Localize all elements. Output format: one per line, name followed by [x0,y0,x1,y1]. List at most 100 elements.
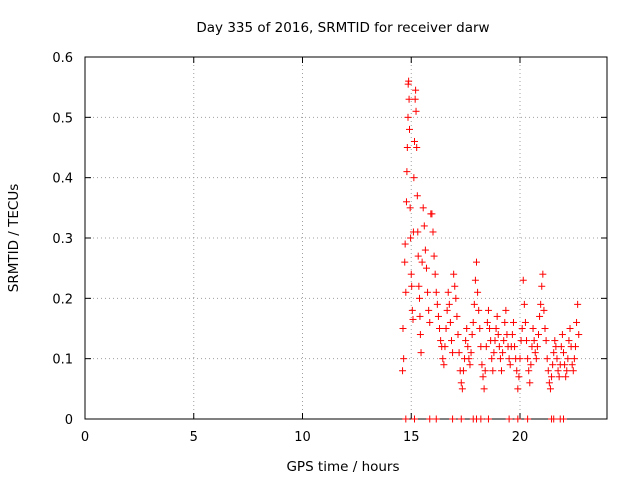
data-point [527,361,535,369]
data-point [451,282,459,290]
data-point [496,355,504,363]
data-point [476,325,484,332]
data-point [500,337,508,345]
data-point [424,288,432,296]
x-tick-label: 20 [512,430,529,445]
data-point [452,294,460,302]
data-point [575,331,583,339]
data-point [491,337,499,345]
data-point [468,331,476,339]
data-point [511,343,519,351]
data-point [480,385,488,393]
data-point [442,325,450,332]
data-point [484,306,492,314]
data-point [403,144,411,151]
data-point [489,367,497,375]
data-point [446,318,454,326]
data-point [449,349,457,357]
data-point [406,204,414,212]
data-point [410,174,418,182]
data-point [481,367,489,375]
data-point [444,288,452,296]
data-point [447,337,455,345]
y-tick-label: 0.3 [52,232,73,247]
data-point [502,306,510,314]
data-point [508,331,516,339]
data-point [483,318,491,326]
data-point [486,325,494,332]
data-point [441,343,449,351]
data-point [462,337,470,345]
data-point [429,228,437,236]
data-point [554,367,562,375]
data-point [463,325,471,332]
data-point [416,312,424,320]
data-point [564,355,572,363]
x-tick-label: 0 [81,430,89,445]
data-point [436,325,444,332]
baseline-marker [560,415,567,423]
data-point [409,315,417,323]
data-point [541,325,549,332]
x-tick-label: 15 [403,430,420,445]
data-point [469,318,477,326]
data-points [399,77,583,393]
data-point [416,331,424,339]
data-point [421,246,429,254]
data-point [399,367,407,375]
baseline-marker [432,415,440,423]
data-point [475,306,483,314]
y-axis-label: SRMTID / TECUs [6,184,22,292]
data-point [401,240,409,248]
data-point [407,234,415,242]
data-point [546,385,554,393]
data-point [402,288,410,296]
data-point [428,210,436,218]
data-point [430,252,438,260]
data-point [401,258,409,266]
data-point [521,318,529,326]
data-point [542,337,550,345]
data-point [455,349,463,357]
data-point [405,95,413,103]
data-point [553,355,561,363]
data-point [414,228,422,236]
data-point [534,331,542,339]
data-point [411,137,419,145]
data-point [569,367,577,375]
data-point [454,331,462,339]
data-point [532,355,540,363]
data-point [440,361,448,369]
data-point [524,355,532,363]
data-point [568,361,576,369]
data-point [536,312,544,320]
data-point [434,312,442,320]
data-point [431,270,439,278]
data-point [514,385,522,393]
data-point [513,367,521,375]
data-point [425,306,433,314]
data-point [544,367,552,375]
data-point [402,198,410,206]
data-point [415,282,423,290]
data-point [538,282,546,290]
baseline-marker [449,415,457,423]
data-point [561,361,569,369]
data-point [545,379,553,387]
y-tick-label: 0 [65,413,73,428]
data-point [523,337,531,345]
y-tick-label: 0.2 [52,292,73,307]
data-point [519,276,527,284]
y-tick-label: 0.1 [52,353,73,368]
data-point [488,355,496,363]
data-point [543,355,551,363]
data-point [399,325,407,332]
data-point [574,300,582,308]
baseline-markers [402,415,567,423]
data-point [566,325,574,332]
data-point [490,349,498,357]
data-point [416,294,424,302]
data-point [530,337,538,345]
data-point [422,264,430,272]
